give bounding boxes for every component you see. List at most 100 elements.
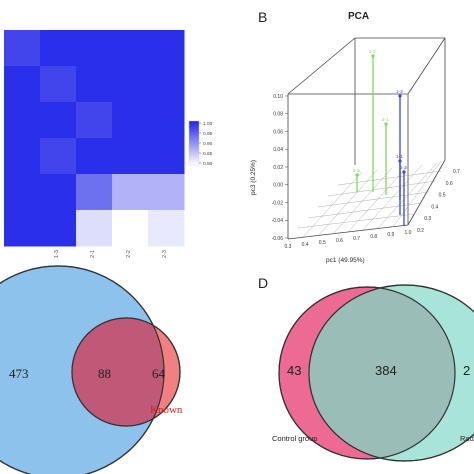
pca-point xyxy=(371,54,375,58)
heatmap-cell xyxy=(76,138,113,175)
heatmap-cell xyxy=(76,210,113,247)
heatmap-cell xyxy=(112,138,149,175)
color-scale-tick-label: 0.90 xyxy=(203,141,213,147)
panel-letter-b: B xyxy=(258,9,267,25)
color-scale-tick-label: 0.95 xyxy=(203,131,213,137)
pca-z-tick-label: 0.08 xyxy=(273,112,283,118)
pca-point xyxy=(355,173,359,177)
pca-z-tick-label: 0.06 xyxy=(273,129,283,135)
pca-x-tick-label: 0.6 xyxy=(336,238,343,244)
heatmap-cell xyxy=(40,174,77,211)
pca-point xyxy=(384,122,388,126)
heatmap-cell xyxy=(148,30,185,67)
pca-points: 2-2 1-3 2-1 2-3 1-1 1-2 xyxy=(353,49,407,226)
venn-d-radi-label: Radi xyxy=(460,434,474,443)
pca-z-tick-label: 0.02 xyxy=(273,165,283,171)
heatmap-color-scale: 1.00 0.95 0.90 0.85 0.80 xyxy=(188,120,213,167)
pca-z-tick-label: -0.04 xyxy=(272,218,284,224)
heatmap-cell xyxy=(4,210,41,247)
pca-depth-tick-label: 0.7 xyxy=(453,169,460,175)
pca-point-label: 1-2 xyxy=(400,165,407,170)
venn-d-control-count: 43 xyxy=(287,363,301,378)
pca-y-axis-label: pc3 (0.25%) xyxy=(250,160,257,195)
heatmap-cell xyxy=(112,30,149,67)
heatmap-cell xyxy=(40,210,77,247)
heatmap-cell xyxy=(112,174,149,211)
pca-floor-grid xyxy=(297,160,442,238)
pca-point-label: 2-1 xyxy=(382,117,389,122)
heatmap-cell xyxy=(76,174,113,211)
venn-c-known-label: Known xyxy=(150,404,183,416)
color-scale-ticks: 1.00 0.95 0.90 0.85 0.80 xyxy=(199,121,213,167)
heatmap-column-label: 2-2 xyxy=(126,250,132,258)
pca-z-tick-label: 0.10 xyxy=(273,94,283,100)
venn-d-overlap-count: 384 xyxy=(375,363,397,378)
pca-title: PCA xyxy=(348,11,369,22)
pca-depth-tick-label: 0.6 xyxy=(446,181,453,187)
venn-c-left-count: 473 xyxy=(9,366,29,381)
heatmap-cell xyxy=(4,66,41,103)
pca-point xyxy=(398,159,402,163)
pca-depth-tick-label: 0.4 xyxy=(431,204,438,210)
pca-z-ticks: 0.10 0.08 0.06 0.04 0.02 0.00 -0.02 -0.04 -0.06 xyxy=(272,94,288,242)
venn-d: 43 384 2 Control group Radi xyxy=(272,284,474,462)
heatmap-cell xyxy=(40,102,77,139)
venn-c: 473 88 64 Known xyxy=(0,265,183,474)
pca-point-label: 1-1 xyxy=(396,154,403,159)
pca-depth-tick-label: 0.2 xyxy=(417,228,424,234)
heatmap-cell xyxy=(40,30,77,67)
pca-box xyxy=(287,37,446,240)
pca-x-axis-label: pc1 (49.95%) xyxy=(326,257,365,264)
heatmap-cell xyxy=(148,174,185,211)
venn-d-control-label: Control group xyxy=(272,434,317,443)
pca-point xyxy=(402,170,406,174)
heatmap-cell xyxy=(148,138,185,175)
pca-z-tick-label: -0.02 xyxy=(272,200,284,206)
pca-x-tick-label: 0.4 xyxy=(302,242,309,248)
pca-point xyxy=(398,94,402,98)
pca-z-tick-label: 0.00 xyxy=(273,183,283,189)
pca-x-tick-label: 0.9 xyxy=(387,232,394,238)
venn-d-radi-count: 2 xyxy=(463,363,470,378)
color-scale-tick-label: 0.80 xyxy=(203,161,213,167)
heatmap-cell xyxy=(76,66,113,103)
pca-point-label: 2-3 xyxy=(353,168,360,173)
heatmap-cell xyxy=(148,66,185,103)
venn-c-right-count: 64 xyxy=(152,366,166,381)
color-scale-tick-label: 1.00 xyxy=(203,121,213,127)
panel-letter-d: D xyxy=(258,275,268,291)
pca-z-tick-label: 0.04 xyxy=(273,147,283,153)
pca-x-tick-label: 0.8 xyxy=(370,234,377,240)
pca-x-tick-label: 1.0 xyxy=(405,230,412,236)
heatmap-cell xyxy=(148,102,185,139)
heatmap-column-label: 2-1 xyxy=(90,250,96,258)
heatmap-cell xyxy=(112,210,149,247)
pca-point-label: 2-2 xyxy=(369,49,376,54)
heatmap-cell xyxy=(4,30,41,67)
pca-x-tick-label: 0.7 xyxy=(353,236,360,242)
heatmap-panel: 1-3 2-1 2-2 2-3 xyxy=(4,30,185,258)
heatmap-cell xyxy=(112,102,149,139)
venn-c-overlap-count: 88 xyxy=(98,366,111,381)
pca-point-label: 1-3 xyxy=(396,89,403,94)
heatmap-column-label: 1-3 xyxy=(54,250,60,258)
heatmap-cell xyxy=(4,102,41,139)
heatmap-cell xyxy=(40,66,77,103)
pca-x-tick-label: 0.5 xyxy=(319,240,326,246)
pca-x-ticks: 0.3 0.4 0.5 0.6 0.7 0.8 0.9 1.0 xyxy=(285,230,412,250)
pca-depth-tick-label: 0.3 xyxy=(424,216,431,222)
heatmap-cell xyxy=(4,174,41,211)
venn-c-overlap xyxy=(72,318,164,426)
pca-x-tick-label: 0.3 xyxy=(285,244,292,250)
heatmap-cell xyxy=(40,138,77,175)
heatmap-cell xyxy=(76,30,113,67)
pca-depth-tick-label: 0.5 xyxy=(439,193,446,199)
heatmap-cell xyxy=(148,210,185,247)
heatmap-cell xyxy=(112,66,149,103)
color-scale-tick-label: 0.85 xyxy=(203,151,213,157)
heatmap-column-label: 2-3 xyxy=(162,250,168,258)
color-scale-bar xyxy=(188,120,200,166)
heatmap-cell xyxy=(4,138,41,175)
pca-z-tick-label: -0.06 xyxy=(272,236,284,242)
